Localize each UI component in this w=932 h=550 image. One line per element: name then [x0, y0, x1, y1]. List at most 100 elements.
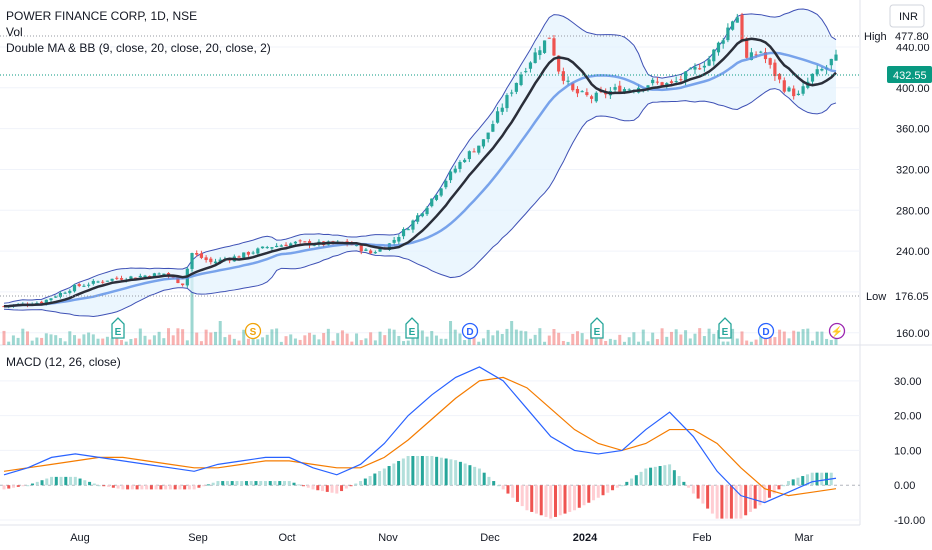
candle-body — [87, 284, 91, 286]
volume-bar — [190, 265, 194, 345]
volume-bar — [40, 337, 44, 345]
candle-body — [453, 168, 457, 173]
volume-bar — [491, 335, 495, 345]
macd-histogram-bar — [539, 485, 543, 516]
macd-histogram-bar — [649, 467, 653, 486]
macd-histogram-bar — [59, 476, 63, 486]
macd-histogram-bar — [344, 485, 348, 489]
volume-bar — [289, 334, 293, 345]
macd-histogram-bar — [534, 485, 538, 514]
candle-body — [289, 243, 293, 247]
candle — [364, 247, 368, 252]
candle-body — [749, 52, 753, 61]
dividend-event-icon[interactable]: D — [757, 322, 775, 340]
volume-bar — [148, 339, 152, 345]
candle — [585, 88, 589, 97]
earnings-event-icon[interactable]: E — [111, 317, 125, 339]
macd-histogram-bar — [544, 485, 548, 517]
time-axis[interactable]: Aug Sep Oct Nov Dec 2024 Feb Mar — [70, 532, 814, 544]
last-price-tag: 432.55 — [887, 66, 932, 83]
candle-body — [148, 276, 152, 278]
volume-bar — [796, 331, 800, 345]
time-tick-label: Oct — [278, 532, 295, 544]
candle-body — [218, 259, 222, 262]
candle-body — [726, 27, 730, 41]
dividend-event-icon[interactable]: D — [461, 322, 479, 340]
macd-histogram-bar — [630, 478, 634, 486]
volume-bar — [284, 336, 288, 345]
candle-body — [721, 40, 725, 44]
macd-histogram-bar — [639, 471, 643, 486]
event-text: ⚡ — [831, 325, 843, 338]
earnings-event-icon[interactable]: E — [718, 317, 732, 339]
candle-body — [580, 91, 584, 93]
volume-bar — [223, 337, 227, 345]
event-badge — [461, 322, 479, 340]
candle-body — [190, 252, 194, 269]
event-markers[interactable]: E S E D E E D ⚡ — [111, 317, 846, 340]
macd-histogram-bar — [777, 485, 781, 490]
volume-bar — [641, 329, 645, 345]
volume-bar — [806, 328, 810, 345]
candle-body — [768, 58, 772, 65]
macd-histogram-bar — [758, 485, 762, 506]
time-tick-label: Sep — [188, 532, 208, 544]
earnings-event-icon[interactable]: E — [590, 317, 604, 339]
volume-bar — [105, 336, 109, 345]
volume-bar — [669, 331, 673, 345]
candle — [491, 120, 495, 133]
candle-body — [364, 249, 368, 251]
candle-body — [829, 58, 833, 66]
volume-bar — [54, 335, 58, 345]
macd-histogram-bar — [145, 485, 149, 490]
candle-body — [213, 261, 218, 264]
macd-histogram-bar — [530, 485, 534, 512]
candle-body — [430, 198, 434, 207]
candle-body — [561, 71, 565, 81]
volume-bar — [218, 321, 222, 345]
macd-histogram-bar — [615, 485, 619, 488]
candle-body — [519, 74, 523, 86]
currency-button[interactable]: INR — [889, 4, 925, 28]
volume-bar — [298, 339, 302, 345]
volume-bar — [326, 328, 330, 345]
candle-body — [199, 253, 204, 258]
macd-histogram-bar — [458, 461, 462, 486]
volume-bar — [270, 329, 274, 345]
moving-averages — [3, 37, 837, 308]
macd-histogram-bar — [430, 456, 434, 486]
candle — [54, 295, 58, 298]
candle — [566, 76, 570, 86]
volume-bar — [613, 339, 617, 345]
volume-bar — [73, 335, 77, 345]
macd-histogram-bar — [477, 468, 481, 486]
candle — [359, 244, 363, 255]
candle-body — [2, 306, 6, 308]
candle-body — [54, 296, 58, 298]
volume-bar — [684, 330, 688, 345]
candle — [519, 71, 523, 87]
candle — [87, 282, 91, 288]
macd-histogram-bar — [273, 481, 277, 486]
split-event-icon[interactable]: S — [244, 322, 262, 340]
candle-body — [477, 145, 481, 153]
macd-histogram-bar — [782, 485, 786, 487]
candle — [251, 250, 255, 255]
macd-histogram-bar — [140, 485, 144, 490]
candle-body — [712, 49, 716, 62]
candle — [655, 77, 659, 85]
macd-histogram-bar — [492, 481, 496, 486]
macd-histogram-bar — [325, 485, 329, 492]
candle-body — [115, 277, 119, 279]
candle — [688, 67, 692, 70]
macd-histogram-bar — [824, 472, 828, 486]
volume-bar — [251, 337, 255, 345]
volume-bar — [110, 338, 114, 345]
earnings-event-icon[interactable]: E — [405, 317, 419, 339]
flash-event-icon[interactable]: ⚡ — [828, 322, 846, 340]
price-tick-label: 240.00 — [896, 246, 930, 258]
candle — [510, 89, 514, 97]
volume-bar — [2, 330, 6, 345]
candle — [284, 242, 288, 247]
